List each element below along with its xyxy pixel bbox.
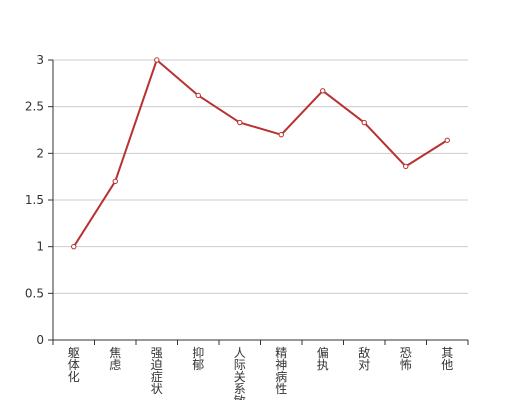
data-point[interactable] bbox=[71, 243, 77, 250]
data-point[interactable] bbox=[112, 178, 118, 185]
x-tick-label: 抑郁 bbox=[192, 345, 204, 372]
x-tick-label: 焦虑 bbox=[109, 346, 121, 372]
series bbox=[71, 57, 450, 250]
y-tick-label: 0 bbox=[36, 333, 44, 347]
x-tick-label: 偏执 bbox=[317, 345, 329, 372]
data-point[interactable] bbox=[361, 119, 367, 126]
y-tick-label: 2.5 bbox=[25, 100, 44, 114]
y-tick-label: 1 bbox=[36, 240, 44, 254]
y-tick-label: 0.5 bbox=[25, 286, 44, 300]
series-line bbox=[72, 59, 448, 248]
x-tick-label: 人际关系敏感 bbox=[234, 346, 246, 400]
x-tick-label: 强迫症状 bbox=[151, 346, 163, 396]
x-tick-label: 精神病性 bbox=[275, 346, 287, 396]
x-tick-label: 恐怖 bbox=[400, 346, 412, 372]
data-point[interactable] bbox=[403, 163, 409, 170]
data-point[interactable] bbox=[195, 92, 201, 99]
y-tick-label: 3 bbox=[36, 53, 44, 67]
y-tick-label: 2 bbox=[36, 146, 44, 160]
data-point[interactable] bbox=[237, 119, 243, 126]
grid-lines bbox=[53, 59, 468, 294]
data-point[interactable] bbox=[278, 131, 284, 138]
x-tick-labels: 躯体化 焦虑 强迫症状 抑郁 人际关系敏感 精神病性 偏执 敌对 恐怖 其他 bbox=[68, 345, 454, 404]
data-point[interactable] bbox=[320, 88, 326, 94]
y-tick-labels: 0 0.5 1 1.5 2 2.5 3 bbox=[25, 53, 44, 347]
x-tick-label: 躯体化 bbox=[68, 345, 80, 384]
y-tick-label: 1.5 bbox=[25, 193, 44, 207]
data-point[interactable] bbox=[154, 57, 160, 63]
x-tick-label: 敌对 bbox=[358, 345, 370, 372]
x-tick-label: 其他 bbox=[441, 346, 453, 372]
axes bbox=[48, 59, 469, 345]
data-point[interactable] bbox=[444, 137, 450, 143]
